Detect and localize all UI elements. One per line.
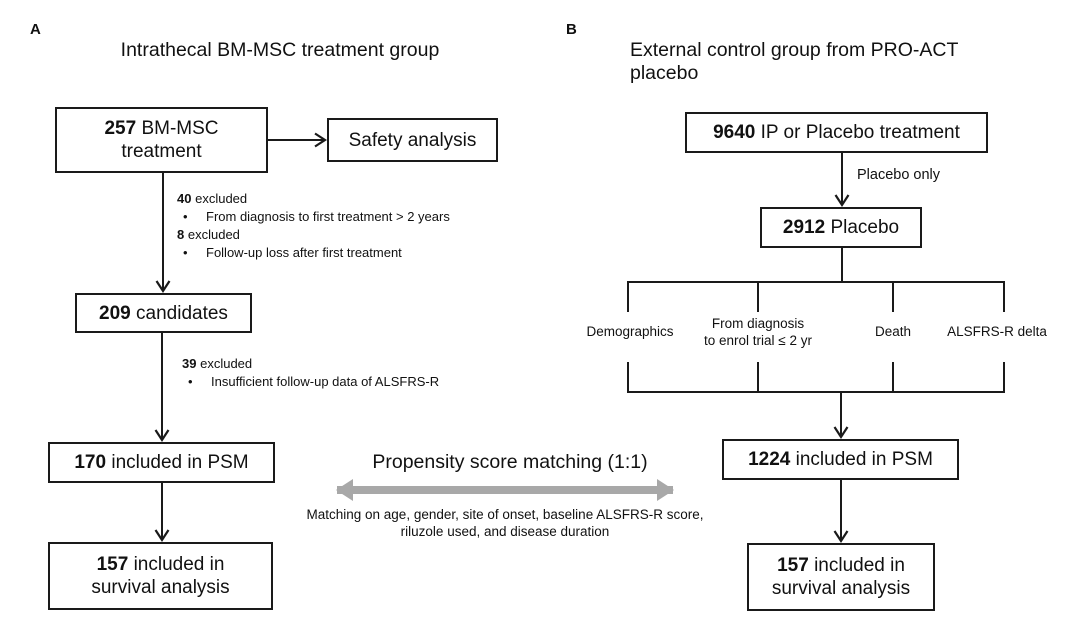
criteria-bracket-bottom — [627, 362, 1005, 393]
exclusion-1-reason: • From diagnosis to first treatment > 2 y… — [177, 208, 507, 226]
criteria-label-death: Death — [874, 324, 912, 339]
survival-box-a: 157 included in survival analysis — [48, 542, 273, 610]
panel-b-label: B — [566, 21, 577, 38]
survival-b-count: 157 — [777, 555, 809, 576]
psm-box-b: 1224 included in PSM — [722, 439, 959, 480]
placebo-text: Placebo — [830, 217, 900, 238]
survival-a-count: 157 — [96, 554, 129, 575]
safety-analysis-text: Safety analysis — [348, 129, 477, 151]
matching-note: Matching on age, gender, site of onset, … — [306, 507, 704, 539]
psm-b-text: included in PSM — [795, 449, 933, 470]
placebo-only-label: Placebo only — [857, 167, 941, 183]
panel-a-label: A — [30, 21, 41, 38]
ip-text: IP or Placebo treatment — [760, 122, 960, 143]
criteria-label-demographics: Demographics — [586, 324, 674, 339]
panel-b-title: External control group from PRO-ACT plac… — [630, 39, 959, 84]
matching-title: Propensity score matching (1:1) — [372, 451, 648, 473]
exclusion-2-reason: • Follow-up loss after first treatment — [177, 244, 507, 262]
criteria-label-diagnosis-to-enrol: From diagnosis to enrol trial ≤ 2 yr — [704, 316, 812, 348]
bullet-icon: • — [183, 245, 188, 260]
safety-analysis-box: Safety analysis — [327, 118, 498, 162]
candidates-box: 209 candidates — [75, 293, 252, 333]
survival-box-b: 157 included in survival analysis — [747, 543, 935, 611]
candidates-count: 209 — [99, 302, 131, 324]
psm-a-count: 170 — [74, 452, 107, 473]
exclusion-3-head: 39 excluded — [182, 356, 253, 371]
psm-box-a: 170 included in PSM — [48, 442, 275, 483]
panel-a-title: Intrathecal BM-MSC treatment group — [120, 39, 440, 61]
criteria-bracket-top — [627, 281, 1005, 312]
placebo-count: 2912 — [782, 217, 826, 238]
treatment-text: BM-MSC treatment — [121, 118, 219, 162]
psm-b-count: 1224 — [748, 449, 791, 470]
bullet-icon: • — [188, 374, 193, 389]
survival-a-text: included in survival analysis — [91, 554, 230, 598]
psm-a-text: included in PSM — [111, 452, 249, 473]
treatment-box: 257 BM-MSC treatment — [55, 107, 268, 173]
ip-placebo-box: 9640 IP or Placebo treatment — [685, 112, 988, 153]
placebo-box: 2912 Placebo — [760, 207, 922, 248]
candidates-text: candidates — [136, 302, 228, 324]
exclusion-2-head: 8 excluded — [177, 227, 240, 242]
exclusion-3-reason: • Insufficient follow-up data of ALSFRS-R — [182, 373, 512, 391]
exclusion-1-head: 40 excluded — [177, 191, 248, 206]
exclusion-note-2: 39 excluded • Insufficient follow-up data… — [182, 355, 512, 391]
ip-count: 9640 — [713, 122, 756, 143]
treatment-count: 257 — [104, 118, 137, 139]
survival-b-text: included in survival analysis — [771, 555, 911, 599]
criteria-label-alsfrs-delta: ALSFRS-R delta — [947, 324, 1047, 339]
bullet-icon: • — [183, 209, 188, 224]
exclusion-note-1: 40 excluded • From diagnosis to first tre… — [177, 190, 507, 262]
